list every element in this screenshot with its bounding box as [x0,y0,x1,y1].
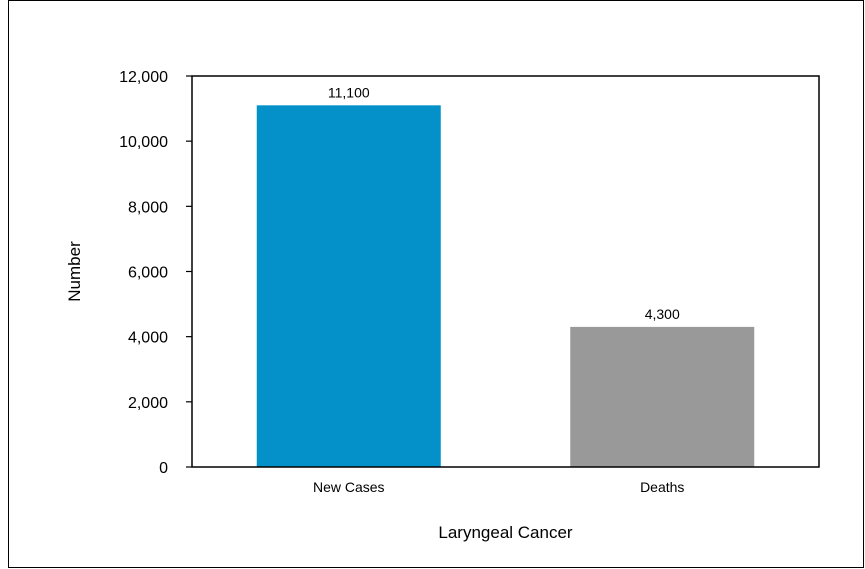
data-label: 4,300 [645,306,680,322]
y-tick-label: 10,000 [119,134,168,151]
y-axis-title: Number [65,241,84,302]
data-label: 11,100 [328,84,370,100]
category-labels: New Cases Deaths [313,479,684,495]
plot-area [191,75,820,468]
x-axis-title: Laryngeal Cancer [438,523,573,542]
x-category-label: Deaths [640,479,684,495]
bars [256,105,755,467]
bar-deaths [570,326,755,467]
data-labels: 11,100 4,300 [328,84,680,322]
y-tick-label: 12,000 [119,69,168,86]
y-tick-label: 4,000 [128,330,168,347]
y-tick-label: 8,000 [128,199,168,216]
y-tick-label: 6,000 [128,265,168,282]
y-tick-label: 0 [159,460,168,477]
y-axis-ticks: 0 2,000 4,000 6,000 8,000 10,000 12,000 [119,69,192,477]
bar-new-cases [256,105,441,467]
y-tick-label: 2,000 [128,395,168,412]
x-category-label: New Cases [313,479,385,495]
